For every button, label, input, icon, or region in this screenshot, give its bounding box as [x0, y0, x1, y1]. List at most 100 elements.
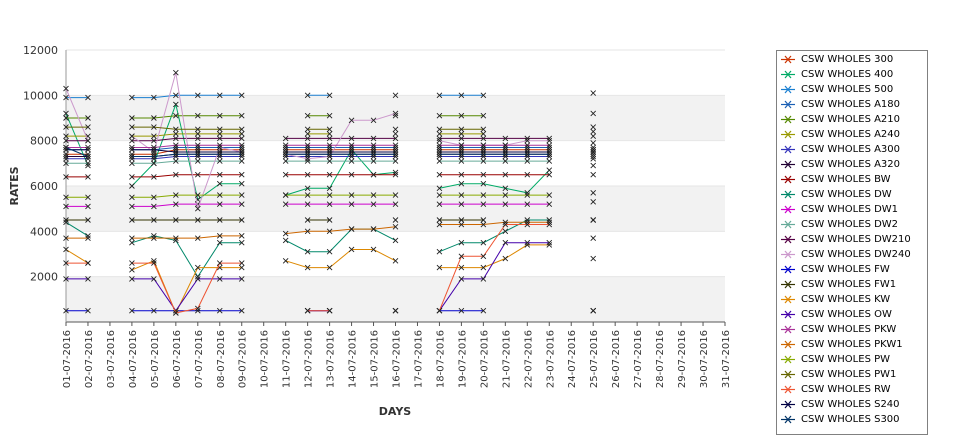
series-line: [285, 226, 396, 235]
data-point: [392, 92, 399, 99]
data-point: [480, 221, 487, 228]
data-point: [546, 217, 553, 223]
data-point: [216, 112, 223, 119]
data-point: [304, 171, 311, 178]
data-point: [63, 137, 69, 144]
data-point: [63, 155, 69, 162]
series-line: [131, 126, 242, 130]
data-point: [85, 217, 91, 223]
data-point: [304, 158, 311, 164]
data-point: [282, 192, 289, 198]
data-point: [546, 149, 553, 155]
data-point: [392, 131, 399, 137]
series-line: [131, 153, 242, 157]
data-point: [129, 115, 135, 121]
data-point: [480, 112, 487, 119]
x-tick-label: 16-07-2016: [392, 330, 403, 388]
data-point: [238, 131, 245, 137]
x-tick-label: 27-07-2016: [633, 330, 644, 388]
data-point: [326, 248, 333, 255]
x-tick-label: 31-07-2016: [721, 330, 732, 388]
data-point: [524, 192, 531, 198]
data-point: [238, 151, 245, 158]
data-point: [304, 248, 311, 255]
legend-item: CSW WHOLES KW: [777, 292, 929, 307]
data-point: [502, 153, 509, 160]
data-point: [480, 171, 487, 178]
data-point: [436, 131, 443, 137]
tick-labels: 2000 4000 6000 8000 10000 12000 01-07-2016 02-0…: [23, 44, 732, 388]
data-point: [480, 142, 487, 149]
data-point: [238, 217, 245, 223]
data-point: [436, 135, 443, 142]
legend-marker-icon: [781, 100, 795, 109]
data-point: [282, 158, 289, 164]
data-point: [590, 146, 597, 153]
data-point: [458, 149, 465, 155]
series-line: [439, 169, 550, 194]
data-point: [63, 219, 69, 226]
data-point: [590, 128, 597, 135]
data-point: [63, 276, 69, 282]
data-point: [524, 151, 531, 158]
data-point: [216, 239, 223, 246]
legend-marker-icon: [781, 355, 795, 364]
data-point: [392, 144, 399, 151]
legend-item: CSW WHOLES A180: [777, 97, 929, 112]
data-point: [546, 171, 553, 178]
legend-marker-icon: [781, 235, 795, 244]
data-point: [151, 276, 157, 282]
data-point: [129, 183, 135, 189]
data-point: [282, 257, 289, 264]
y-tick-label: 8000: [30, 135, 58, 148]
data-point: [370, 171, 377, 178]
data-point: [590, 151, 597, 158]
data-point: [480, 276, 487, 282]
data-point: [348, 144, 355, 151]
data-point: [370, 144, 377, 151]
data-point: [458, 201, 465, 207]
data-point: [392, 237, 399, 244]
legend-label: CSW WHOLES KW: [801, 294, 891, 305]
x-tick-label: 23-07-2016: [545, 330, 556, 388]
data-point: [129, 239, 135, 246]
x-tick-label: 11-07-2016: [282, 330, 293, 388]
data-point: [480, 192, 487, 198]
data-point: [194, 205, 201, 212]
series-line: [438, 224, 550, 311]
data-point: [392, 153, 399, 160]
data-point: [370, 149, 377, 155]
data-point: [173, 201, 179, 207]
data-point: [436, 171, 443, 178]
legend-item: CSW WHOLES PW: [777, 352, 929, 367]
data-point: [524, 142, 531, 149]
series-line: [131, 174, 242, 178]
series-line: [131, 144, 242, 148]
data-point: [151, 94, 157, 101]
series-1: [63, 146, 597, 158]
legend-marker-icon: [781, 325, 795, 334]
data-point: [546, 167, 553, 173]
x-tick-label: 18-07-2016: [435, 330, 446, 388]
data-point: [238, 276, 245, 282]
data-point: [480, 149, 487, 155]
series-line: [439, 244, 550, 269]
data-point: [524, 239, 531, 246]
data-point: [129, 235, 135, 241]
data-point: [502, 185, 509, 192]
data-point: [348, 151, 355, 158]
legend-item: CSW WHOLES PKW: [777, 322, 929, 337]
data-point: [590, 155, 597, 162]
data-point: [392, 151, 399, 158]
series-25: [63, 144, 597, 160]
data-point: [85, 307, 91, 314]
x-tick-label: 20-07-2016: [479, 330, 490, 388]
legend-label: CSW WHOLES S240: [801, 399, 900, 410]
data-point: [304, 142, 311, 149]
data-point: [129, 194, 135, 201]
data-point: [129, 307, 135, 314]
data-point: [370, 153, 377, 160]
data-point: [370, 192, 377, 198]
data-point: [63, 217, 69, 223]
data-point: [151, 153, 157, 160]
